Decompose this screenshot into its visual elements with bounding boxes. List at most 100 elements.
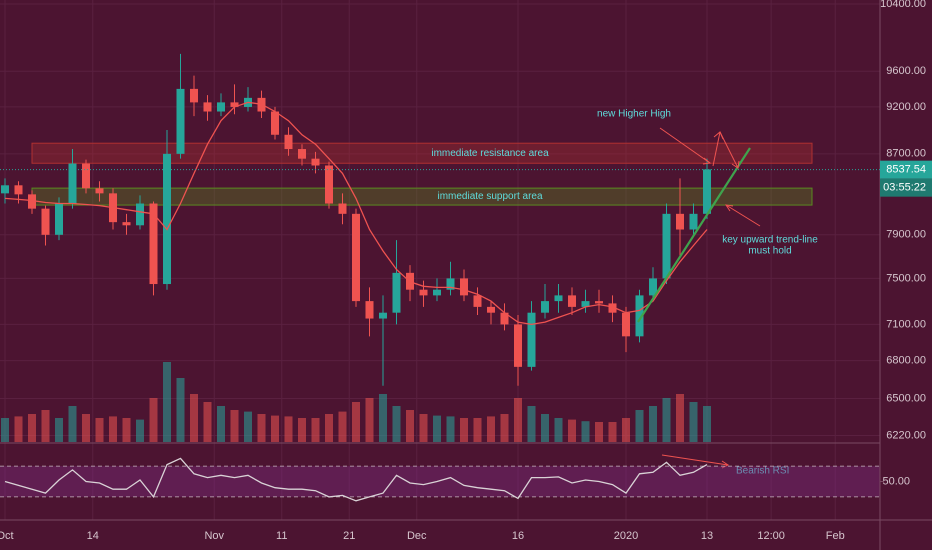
moving-average: [4, 101, 708, 326]
volume-bar: [433, 415, 441, 442]
zone: [31, 142, 813, 164]
candle-body: [662, 213, 671, 279]
volume-bar: [703, 406, 711, 442]
candle-body: [365, 301, 374, 319]
last-price-label: 8537.54: [886, 164, 926, 176]
arrow: [725, 204, 761, 227]
candle-body: [14, 185, 23, 195]
volume-bar: [676, 394, 684, 442]
candle-body: [338, 203, 347, 214]
arrow-head: [702, 157, 712, 165]
candle-body: [55, 203, 63, 235]
candle-body: [284, 134, 293, 150]
volume-bar: [635, 410, 644, 442]
volume-bar: [41, 410, 50, 442]
candle-body: [149, 203, 158, 285]
x-tick-label: 2020: [614, 530, 638, 542]
candle-body: [446, 278, 455, 290]
volume-bar: [203, 402, 212, 442]
candle-body: [95, 188, 104, 194]
y-tick-label: 6800.00: [886, 355, 926, 367]
volume-bar: [136, 419, 144, 442]
arrow: [659, 127, 711, 164]
annotation: new Higher High: [597, 109, 671, 120]
volume-bar: [82, 414, 90, 442]
volume-bar: [217, 406, 225, 442]
candle-body: [649, 278, 657, 296]
y-tick-label: 6500.00: [886, 392, 926, 404]
candle-body: [473, 295, 482, 307]
volume-bar: [622, 418, 630, 442]
volume-bar: [406, 410, 414, 442]
candle-body: [325, 165, 333, 204]
x-tick-label: 12:00: [757, 530, 785, 542]
candle-body: [703, 169, 711, 214]
trend-line: [637, 147, 751, 323]
candle-body: [136, 203, 144, 226]
countdown-label: 03:55:22: [883, 182, 926, 194]
volume-bar: [109, 416, 117, 442]
rsi-tick-label: 50.00: [882, 475, 910, 487]
volume-bar: [163, 362, 171, 442]
volume-bar: [338, 411, 347, 442]
volume-bar: [514, 398, 522, 442]
candle-body: [595, 301, 603, 304]
candle-body: [541, 301, 549, 313]
candle-body: [41, 208, 50, 235]
y-tick-label: 8700.00: [886, 148, 926, 160]
arrow: [661, 454, 729, 466]
annotation: key upward trend-line: [722, 235, 818, 246]
volume-bar: [352, 402, 360, 442]
y-tick-label: 9600.00: [886, 65, 926, 77]
volume-bar: [55, 418, 63, 442]
volume-bar: [487, 416, 495, 442]
candle-body: [271, 111, 279, 135]
arrow: [719, 131, 739, 169]
arrow-head: [731, 160, 740, 169]
candle-body: [122, 222, 131, 226]
x-tick-label: 21: [343, 530, 355, 542]
zone-label: immediate support area: [437, 191, 542, 202]
candle-body: [298, 149, 306, 159]
candle-body: [568, 295, 576, 307]
candle-body: [190, 88, 198, 103]
x-tick-label: Dec: [407, 530, 427, 542]
candle-body: [230, 102, 239, 107]
volume-bar: [392, 406, 401, 442]
volume-bar: [689, 402, 698, 442]
candle-body: [487, 306, 495, 313]
y-tick-label: 10400.00: [880, 0, 926, 10]
volume-bar: [95, 418, 104, 442]
volume-bar: [568, 419, 576, 442]
annotation: Bearish RSI: [736, 466, 789, 477]
candle-body: [419, 289, 428, 296]
volume-pane: [1, 362, 711, 442]
candle-body: [311, 158, 320, 166]
candle-body: [163, 153, 171, 285]
volume-bar: [271, 415, 279, 442]
volume-bar: [527, 406, 536, 442]
y-tick-label: 9200.00: [886, 101, 926, 113]
volume-bar: [68, 406, 77, 442]
candle-body: [676, 213, 684, 230]
candle-body: [379, 312, 387, 319]
candle-body: [527, 312, 536, 367]
volume-bar: [473, 418, 482, 442]
candle-body: [392, 272, 401, 313]
candle-body: [608, 303, 617, 313]
candle-body: [203, 102, 212, 112]
candle-body: [622, 312, 630, 337]
x-tick-label: Nov: [204, 530, 224, 542]
volume-bar: [28, 414, 36, 442]
candle-body: [500, 312, 509, 325]
volume-bar: [460, 418, 468, 442]
volume-bar: [14, 416, 23, 442]
volume-bar: [149, 398, 158, 442]
volume-bar: [500, 414, 509, 442]
arrow-head: [724, 204, 734, 212]
volume-bar: [190, 394, 198, 442]
x-tick-label: Feb: [826, 530, 845, 542]
zone-label: immediate resistance area: [431, 148, 549, 159]
